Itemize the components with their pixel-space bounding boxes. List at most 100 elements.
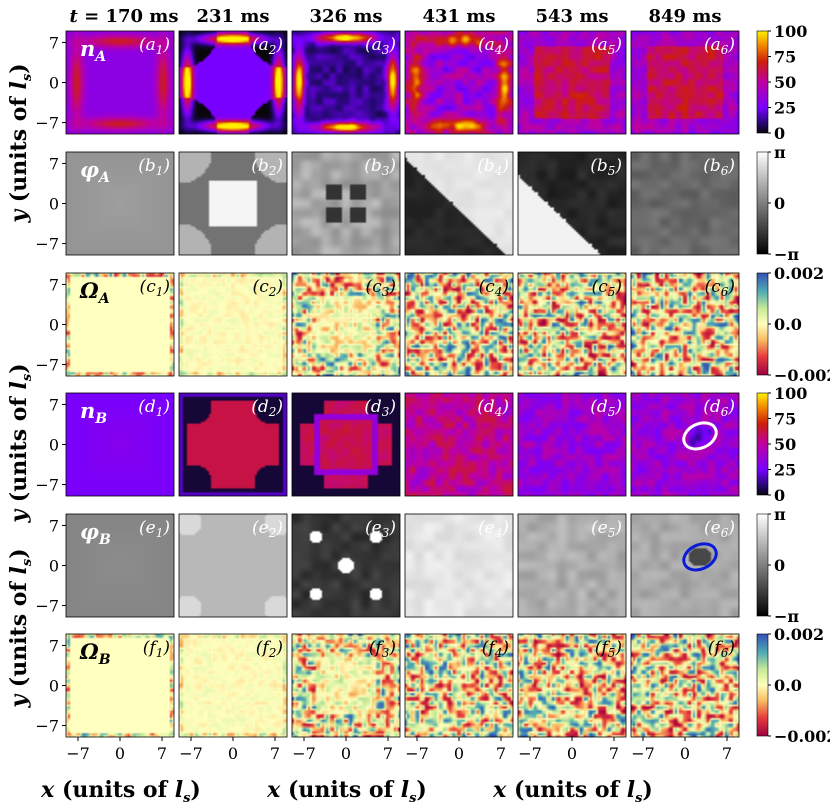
panel-label: (e2) <box>252 518 283 540</box>
panel-label: (d4) <box>477 397 509 419</box>
panel-c3: (c3) <box>291 272 401 377</box>
panel-label: (d5) <box>590 397 622 419</box>
colorbar-tick-label: −0.002 <box>774 727 830 746</box>
panel-label: (a5) <box>591 35 622 57</box>
quantity-label: nB <box>80 398 107 427</box>
colorbar-tick-label: 0 <box>774 124 785 143</box>
x-tick-label: 0 <box>228 744 238 763</box>
colorbar-n_A: 100 75 50 25 0 <box>756 22 807 143</box>
y-tick-label: 7 <box>49 275 59 294</box>
colorbar-tick-label: 50 <box>774 435 796 454</box>
colorbar-tick-label: 25 <box>774 99 796 118</box>
x-axis-label: x (units of ls) <box>492 777 653 806</box>
panel-a3: (a3) <box>291 30 401 135</box>
column-title: 431 ms <box>422 6 495 27</box>
x-tick-label: 0 <box>454 744 464 763</box>
panel-e5: (e5) <box>517 513 627 618</box>
quantity-label: ΩA <box>79 278 110 307</box>
panel-d3: (d3) <box>291 392 401 497</box>
panel-b2: (b2) <box>178 151 288 256</box>
x-tick-label: 0 <box>680 744 690 763</box>
colorbar-tick-label: 0.0 <box>774 676 802 695</box>
y-tick-label: −7 <box>35 356 59 375</box>
panel-label: (f3) <box>369 638 396 660</box>
panel-c1: (c1) ΩA 7 0 −7 <box>35 272 175 377</box>
panel-label: (e6) <box>704 518 735 540</box>
y-tick-label: −7 <box>35 235 59 254</box>
column-titles: t = 170 ms 231 ms 326 ms 431 ms 543 ms 849 ms <box>70 6 722 27</box>
panel-label: (c2) <box>253 277 283 299</box>
colorbar-φ_A: π 0 −π <box>756 143 799 264</box>
colorbar-tick-label: 0.0 <box>774 315 802 334</box>
colorbar-Ω_B: 0.002 0.0 −0.002 <box>756 625 830 746</box>
colorbar-tick-label: −π <box>774 245 799 264</box>
colorbars: 1007550250π0−π0.0020.0−0.0021007550250π0… <box>756 22 830 746</box>
y-tick-label: −7 <box>35 717 59 736</box>
annotation-ellipse <box>682 421 718 451</box>
panel-label: (b5) <box>590 156 622 178</box>
colorbar-tick-label: 0.002 <box>774 264 824 283</box>
panel-label: (a1) <box>139 35 170 57</box>
panel-f4: (f4) −7 0 7 <box>404 633 514 763</box>
panel-label: (b2) <box>251 156 283 178</box>
x-tick-label: 7 <box>496 744 506 763</box>
panel-a4: (a4) <box>404 30 514 135</box>
y-tick-label: 0 <box>49 677 59 696</box>
y-axis-label: y (units of ls) <box>6 363 35 523</box>
panel-label: (a4) <box>478 35 509 57</box>
panel-label: (d1) <box>138 397 170 419</box>
panel-e2: (e2) <box>178 513 288 618</box>
panel-d1: (d1) nB 7 0 −7 <box>35 392 175 497</box>
panel-label: (b4) <box>477 156 509 178</box>
panel-e4: (e4) <box>404 513 514 618</box>
panel-grid: (a1) nA 7 0 −7 (a2) (a3) (a4) (a5) (a6) (b1) φA 7 0 −7… <box>35 30 740 763</box>
y-tick-label: 0 <box>49 195 59 214</box>
colorbar-φ_B: π 0 −π <box>756 505 799 626</box>
y-tick-label: 0 <box>49 557 59 576</box>
panel-c4: (c4) <box>404 272 514 377</box>
panel-label: (d2) <box>251 397 283 419</box>
colorbar-tick-label: 75 <box>774 48 796 67</box>
panel-label: (a2) <box>252 35 283 57</box>
panel-f1: (f1) ΩB 7 0 −7 −7 0 7 <box>35 633 175 763</box>
colorbar-tick-label: 0 <box>774 486 785 505</box>
quantity-label: ΩB <box>79 639 111 668</box>
column-title: 543 ms <box>535 6 608 27</box>
annotation-ellipse <box>682 542 718 572</box>
y-tick-label: −7 <box>35 597 59 616</box>
panel-a6: (a6) <box>630 30 740 135</box>
column-title: 231 ms <box>196 6 269 27</box>
panel-c5: (c5) <box>517 272 627 377</box>
colorbar-tick-label: 75 <box>774 410 796 429</box>
colorbar-Ω_A: 0.002 0.0 −0.002 <box>756 264 830 385</box>
colorbar-n_B: 100 75 50 25 0 <box>756 384 807 505</box>
y-axis-label: y (units of ls) <box>6 63 35 223</box>
panel-label: (f5) <box>595 638 622 660</box>
panel-label: (e4) <box>478 518 509 540</box>
y-tick-label: 7 <box>49 33 59 52</box>
colorbar-tick-label: 0 <box>774 556 785 575</box>
quantity-label: φB <box>80 519 111 548</box>
panel-label: (c1) <box>140 277 170 299</box>
panel-f6: (f6) −7 0 7 <box>630 633 740 763</box>
panel-label: (e5) <box>591 518 622 540</box>
x-tick-label: 7 <box>383 744 393 763</box>
y-tick-label: 7 <box>49 154 59 173</box>
x-tick-label: 7 <box>609 744 619 763</box>
colorbar-tick-label: 50 <box>774 73 796 92</box>
panel-c6: (c6) <box>630 272 740 377</box>
panel-label: (e1) <box>139 518 170 540</box>
panel-label: (c4) <box>479 277 509 299</box>
x-tick-label: 0 <box>341 744 351 763</box>
y-tick-label: 0 <box>49 74 59 93</box>
panel-label: (c5) <box>592 277 622 299</box>
y-tick-label: 7 <box>49 516 59 535</box>
panel-a5: (a5) <box>517 30 627 135</box>
x-tick-label: −7 <box>66 744 90 763</box>
quantity-label: φA <box>80 157 110 186</box>
panel-label: (f1) <box>143 638 170 660</box>
x-tick-label: −7 <box>631 744 655 763</box>
panel-label: (e3) <box>365 518 396 540</box>
x-axis-label: x (units of ls) <box>40 777 201 806</box>
